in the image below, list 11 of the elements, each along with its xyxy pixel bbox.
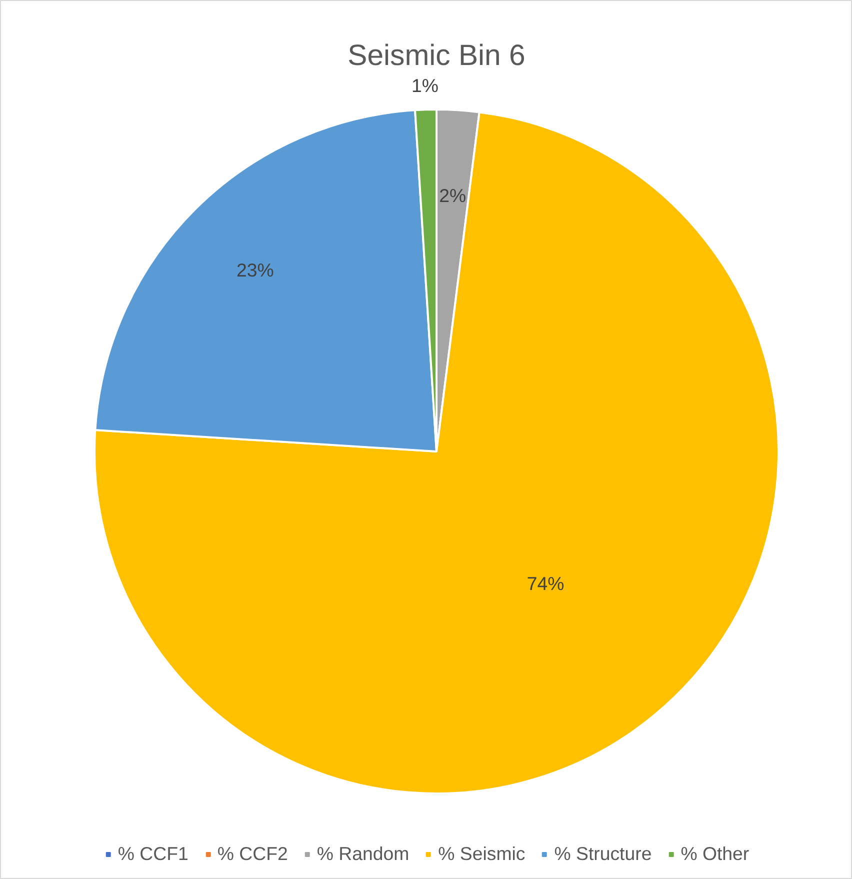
chart-title: Seismic Bin 6 [348,39,526,72]
data-label: 1% [412,75,438,96]
legend-label: % CCF2 [217,843,288,865]
data-label: 23% [236,260,274,281]
legend-label: % Other [680,843,750,865]
data-label: 2% [439,185,466,206]
legend-label: % CCF1 [118,843,188,865]
legend-label: % Seismic [438,843,526,865]
legend-label: % Random [316,843,410,865]
data-label: 74% [526,572,564,594]
legend-label: % Structure [554,843,652,865]
